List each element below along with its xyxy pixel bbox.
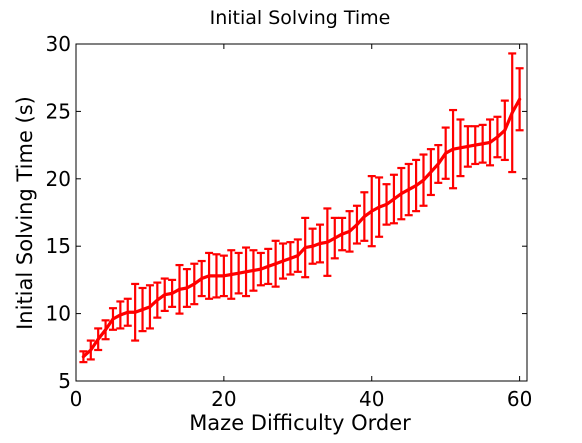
series-line bbox=[81, 97, 522, 359]
data-point bbox=[259, 267, 263, 271]
data-point bbox=[399, 192, 403, 196]
data-point bbox=[118, 313, 122, 317]
data-point bbox=[81, 355, 85, 359]
data-point bbox=[207, 274, 211, 278]
data-point bbox=[281, 259, 285, 263]
data-point bbox=[141, 308, 145, 312]
data-point bbox=[392, 197, 396, 201]
data-point bbox=[495, 135, 499, 139]
data-point bbox=[385, 202, 389, 206]
y-tick-label: 10 bbox=[46, 302, 71, 326]
data-point bbox=[214, 274, 218, 278]
y-tick-label: 30 bbox=[46, 32, 71, 56]
y-tick-label: 15 bbox=[46, 234, 71, 258]
data-point bbox=[148, 305, 152, 309]
data-point bbox=[340, 232, 344, 236]
data-point bbox=[414, 184, 418, 188]
data-point bbox=[444, 151, 448, 155]
y-axis-title: Initial Solving Time (s) bbox=[13, 96, 37, 330]
data-point bbox=[458, 146, 462, 150]
data-point bbox=[133, 310, 137, 314]
x-tick-label: 20 bbox=[211, 387, 236, 411]
data-point bbox=[229, 273, 233, 277]
data-point bbox=[126, 310, 130, 314]
y-tick-label: 20 bbox=[46, 167, 71, 191]
data-point bbox=[325, 240, 329, 244]
data-point bbox=[185, 286, 189, 290]
data-point bbox=[96, 337, 100, 341]
x-tick-label: 0 bbox=[70, 387, 83, 411]
x-tick-label: 40 bbox=[359, 387, 384, 411]
data-point bbox=[163, 293, 167, 297]
data-point bbox=[355, 223, 359, 227]
data-point bbox=[296, 254, 300, 258]
chart-title: Initial Solving Time bbox=[210, 7, 391, 29]
y-tick-label: 25 bbox=[46, 99, 71, 123]
data-point bbox=[266, 264, 270, 268]
data-point bbox=[362, 215, 366, 219]
x-tick-label: 60 bbox=[507, 387, 532, 411]
data-point bbox=[155, 298, 159, 302]
data-point bbox=[104, 328, 108, 332]
data-point bbox=[222, 274, 226, 278]
data-point bbox=[178, 287, 182, 291]
data-point bbox=[429, 170, 433, 174]
data-point bbox=[451, 147, 455, 151]
data-point bbox=[311, 244, 315, 248]
data-point bbox=[370, 209, 374, 213]
data-point bbox=[421, 178, 425, 182]
x-axis-title: Maze Difficulty Order bbox=[189, 411, 411, 435]
data-point bbox=[192, 282, 196, 286]
data-point bbox=[333, 236, 337, 240]
data-point bbox=[111, 317, 115, 321]
data-point bbox=[510, 111, 514, 115]
data-point bbox=[200, 277, 204, 281]
data-point bbox=[170, 291, 174, 295]
data-point bbox=[348, 229, 352, 233]
data-point bbox=[318, 242, 322, 246]
plot-area-frame bbox=[75, 43, 528, 382]
data-point bbox=[407, 188, 411, 192]
data-point bbox=[481, 142, 485, 146]
data-point bbox=[303, 246, 307, 250]
data-point bbox=[518, 97, 522, 101]
data-point bbox=[436, 162, 440, 166]
data-point bbox=[466, 144, 470, 148]
data-point bbox=[288, 256, 292, 260]
data-point bbox=[89, 348, 93, 352]
data-point bbox=[488, 140, 492, 144]
y-tick-label: 5 bbox=[58, 369, 71, 393]
data-point bbox=[251, 268, 255, 272]
data-point bbox=[503, 128, 507, 132]
data-point bbox=[244, 270, 248, 274]
data-point bbox=[274, 262, 278, 266]
data-point bbox=[377, 205, 381, 209]
data-point bbox=[237, 271, 241, 275]
data-point bbox=[473, 143, 477, 147]
